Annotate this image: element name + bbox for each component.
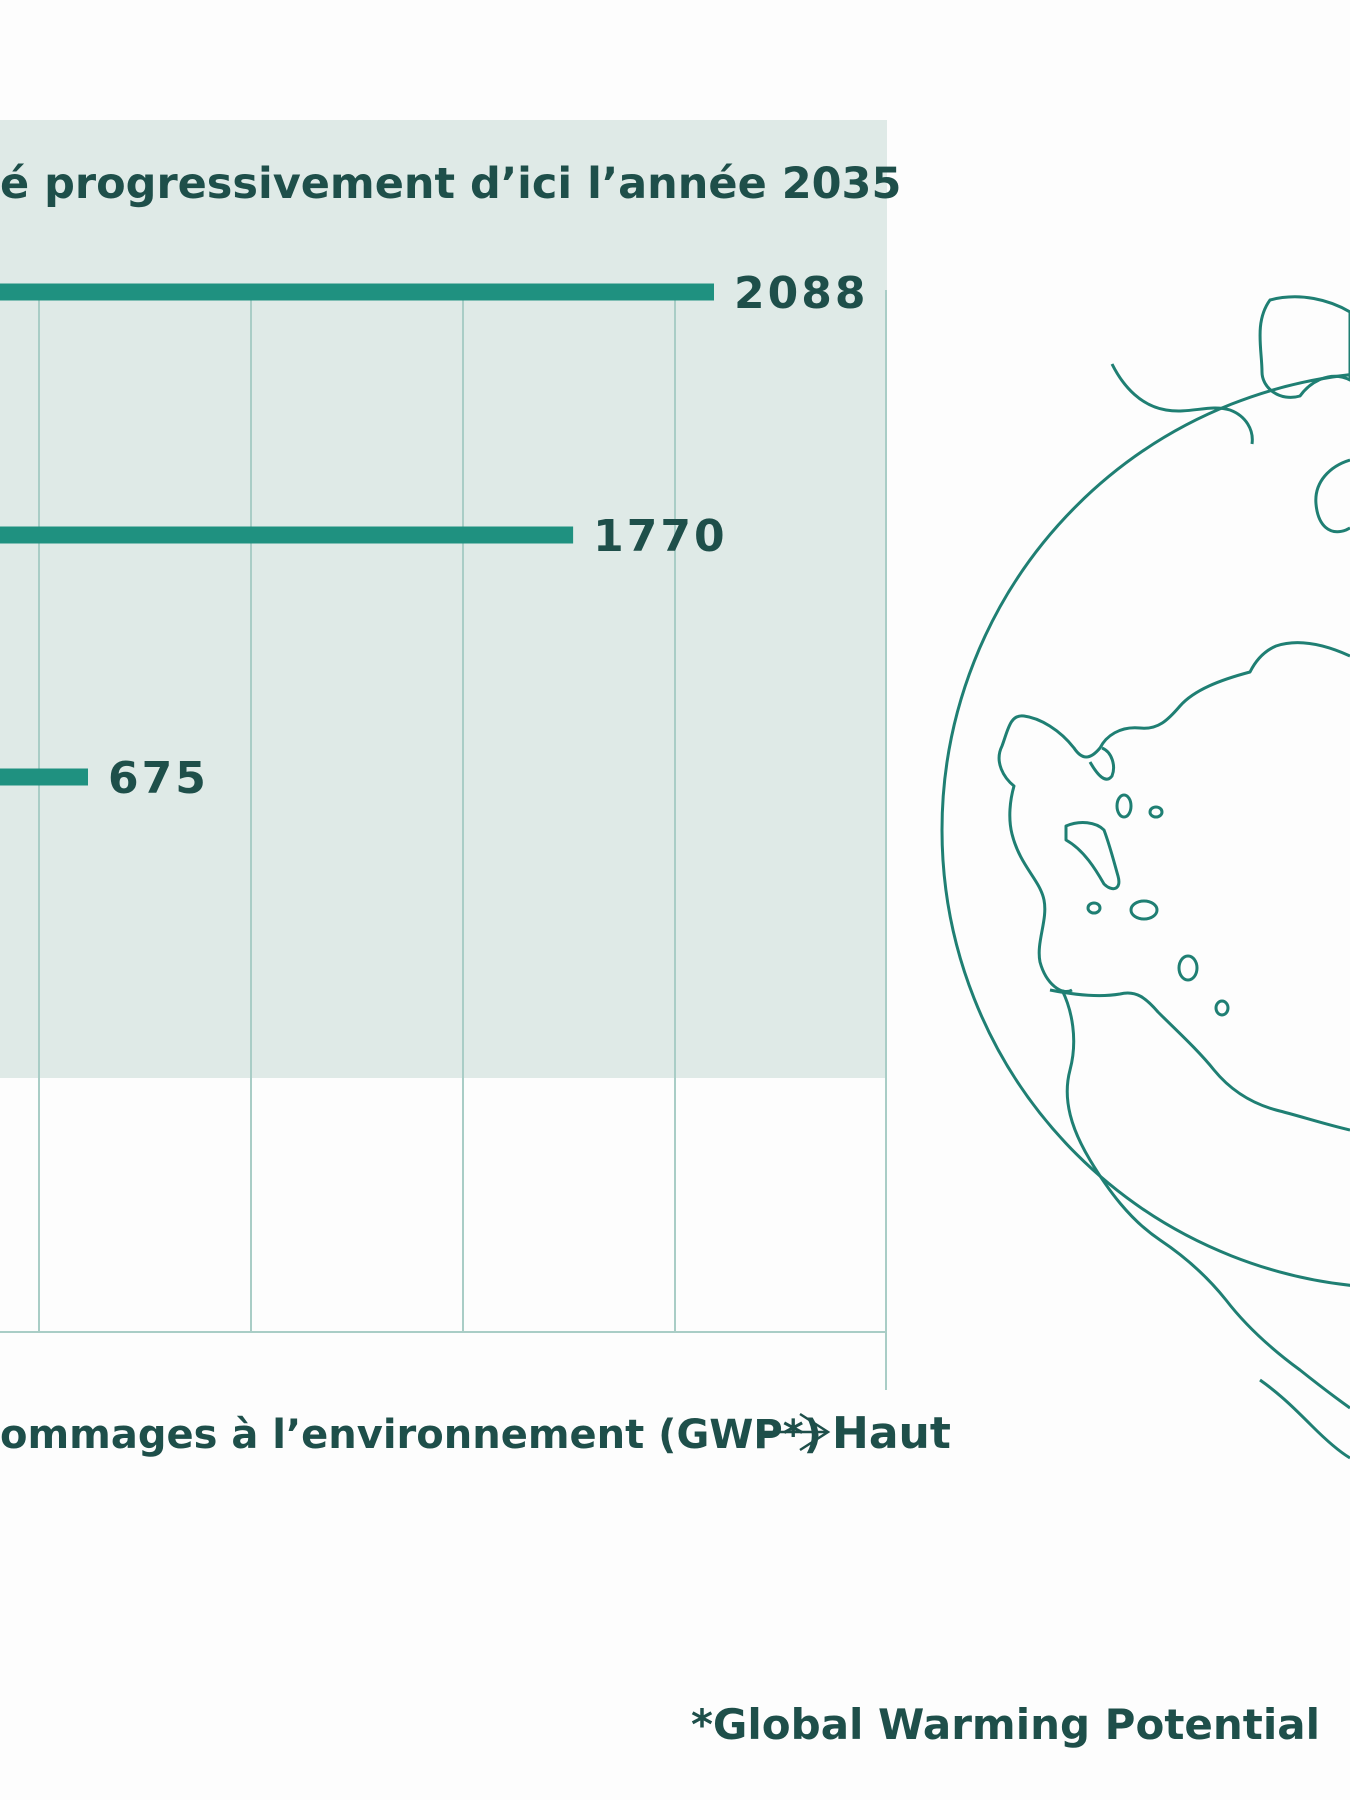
x-axis-label: ommages à l’environnement (GWP*) <box>0 1412 822 1458</box>
bars: 2088 1770 675 <box>0 268 868 804</box>
bar-value-label: 1770 <box>593 511 727 562</box>
bar <box>0 768 88 786</box>
x-axis-end-label: Haut <box>832 1408 951 1459</box>
bar-value-label: 2088 <box>734 268 868 319</box>
grid-lines <box>0 290 887 1390</box>
arrow-icon <box>760 1412 831 1452</box>
bar <box>0 526 574 544</box>
bar <box>0 283 714 301</box>
chart-title: é progressivement d’ici l’année 2035 <box>0 159 901 209</box>
highlight-band <box>0 120 887 1078</box>
footnote: *Global Warming Potential <box>690 1700 1320 1749</box>
bar-value-label: 675 <box>108 753 209 804</box>
globe-icon <box>940 295 1350 1460</box>
